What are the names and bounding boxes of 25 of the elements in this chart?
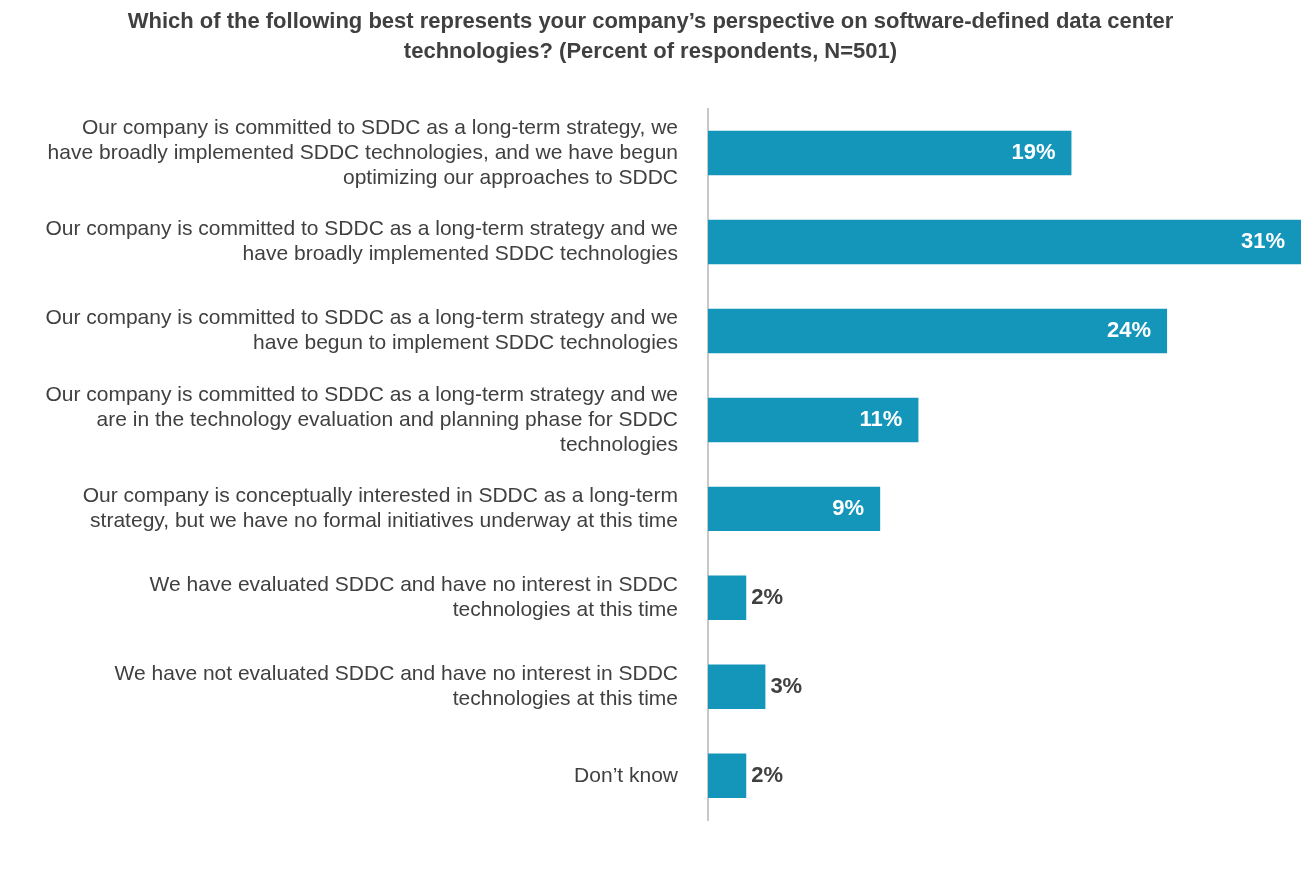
data-label: 24% <box>1107 317 1152 343</box>
data-label: 2% <box>751 761 784 787</box>
bar <box>708 486 881 532</box>
bar <box>708 219 1301 265</box>
data-label: 9% <box>832 494 865 520</box>
bar <box>708 397 919 443</box>
bar <box>708 308 1168 354</box>
y-tick-label: Don’t know <box>574 762 679 786</box>
bar <box>708 753 747 798</box>
y-tick-label: Our company is committed to SDDC as a long-term strategy and we have begun to implement SDDC technologies <box>45 305 678 354</box>
data-label: 11% <box>859 405 903 431</box>
y-tick-label: We have evaluated SDDC and have no interest in SDDC technologies at this time <box>149 572 678 621</box>
bar <box>708 575 747 621</box>
bar <box>708 130 1072 176</box>
y-tick-label: Our company is committed to SDDC as a long-term strategy and we are in the technology evaluation and planning phase for SDDC technologies <box>45 381 678 455</box>
data-label: 31% <box>1240 228 1285 254</box>
y-tick-label: Our company is committed to SDDC as a long-term strategy, we have broadly implemented SDDC technologies, and we have begun optimizing our approaches to SDDC <box>47 114 678 189</box>
bar <box>708 664 766 710</box>
data-label: 19% <box>1011 139 1056 165</box>
data-label: 3% <box>770 672 803 698</box>
y-tick-label: Our company is conceptually interested in SDDC as a long-term strategy, but we have no formal initiatives underway at this time <box>82 483 678 532</box>
y-tick-label: We have not evaluated SDDC and have no interest in SDDC technologies at this time <box>114 660 678 710</box>
data-label: 2% <box>751 583 784 609</box>
chart-title: Which of the following best represents your company’s perspective on software-defined data center technologies? (Percent of respondents, N=501) <box>126 7 1175 65</box>
y-tick-label: Our company is committed to SDDC as a long-term strategy and we have broadly implemented SDDC technologies <box>45 216 678 265</box>
